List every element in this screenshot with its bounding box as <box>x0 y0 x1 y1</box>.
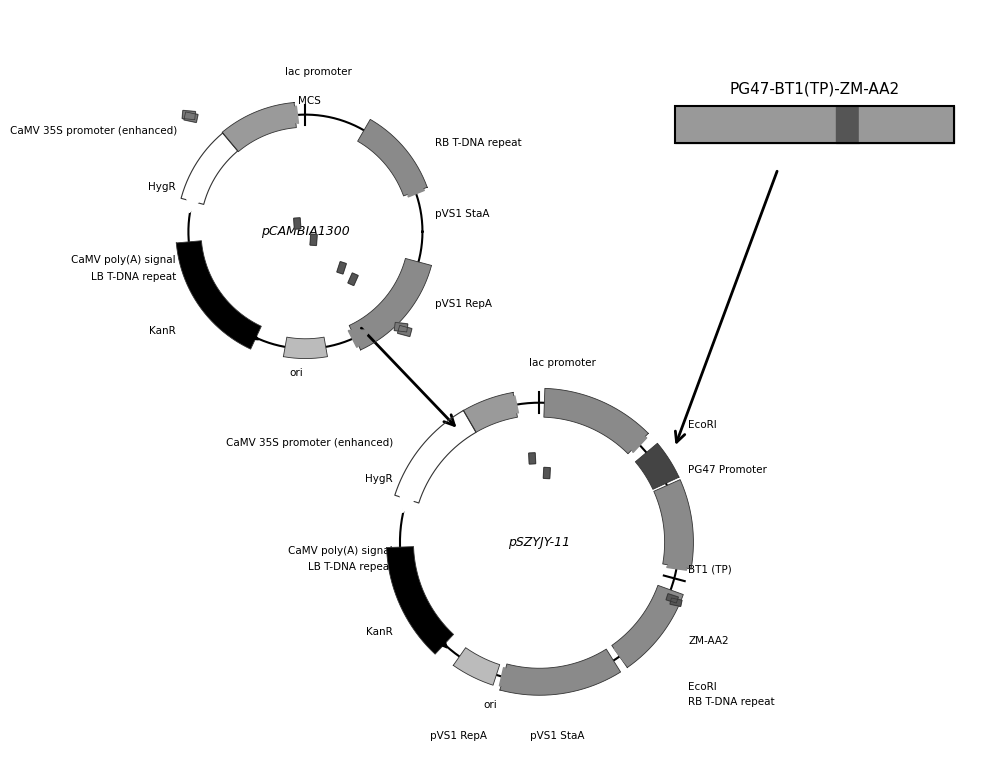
Text: CaMV poly(A) signal: CaMV poly(A) signal <box>288 546 393 556</box>
Polygon shape <box>408 176 424 197</box>
Polygon shape <box>358 119 427 196</box>
Text: CaMV poly(A) signal: CaMV poly(A) signal <box>71 256 176 266</box>
Polygon shape <box>337 262 346 274</box>
Polygon shape <box>348 273 358 285</box>
Polygon shape <box>453 648 500 685</box>
Polygon shape <box>283 337 327 359</box>
Polygon shape <box>222 102 296 152</box>
Polygon shape <box>670 598 682 607</box>
Polygon shape <box>349 259 432 350</box>
Polygon shape <box>279 106 298 124</box>
Polygon shape <box>184 112 198 122</box>
Text: CaMV 35S promoter (enhanced): CaMV 35S promoter (enhanced) <box>10 126 178 136</box>
Polygon shape <box>654 480 693 569</box>
Text: pVS1 StaA: pVS1 StaA <box>530 731 585 742</box>
Text: pSZYJY-11: pSZYJY-11 <box>508 536 571 549</box>
Polygon shape <box>500 649 621 695</box>
Polygon shape <box>635 443 679 489</box>
Polygon shape <box>398 325 412 336</box>
Text: lac promoter: lac promoter <box>529 359 595 369</box>
Bar <box>675 105 836 143</box>
Polygon shape <box>236 321 259 340</box>
Polygon shape <box>498 396 518 413</box>
Bar <box>836 105 859 143</box>
Text: HygR: HygR <box>148 182 176 192</box>
Text: LB T-DNA repeat: LB T-DNA repeat <box>91 272 176 282</box>
Text: pVS1 StaA: pVS1 StaA <box>435 208 490 219</box>
Text: PG47 Promoter: PG47 Promoter <box>688 465 767 475</box>
Text: MCS: MCS <box>298 95 321 105</box>
Text: CaMV 35S promoter (enhanced): CaMV 35S promoter (enhanced) <box>226 438 393 448</box>
Polygon shape <box>624 430 647 452</box>
Polygon shape <box>310 234 317 246</box>
Text: pCAMBIA1300: pCAMBIA1300 <box>261 225 350 238</box>
Bar <box>859 105 954 143</box>
Polygon shape <box>294 218 301 229</box>
Polygon shape <box>182 111 195 120</box>
Text: RB T-DNA repeat: RB T-DNA repeat <box>435 138 522 149</box>
Polygon shape <box>181 133 238 204</box>
Polygon shape <box>400 494 416 513</box>
Polygon shape <box>394 323 408 332</box>
Text: KanR: KanR <box>149 326 176 336</box>
Text: KanR: KanR <box>366 627 393 637</box>
Polygon shape <box>667 547 687 570</box>
Polygon shape <box>614 644 636 664</box>
Text: ori: ori <box>483 700 497 710</box>
Text: EcoRI: EcoRI <box>688 420 717 430</box>
Polygon shape <box>176 241 261 349</box>
Text: HygR: HygR <box>365 475 393 485</box>
Text: BT1 (TP): BT1 (TP) <box>688 564 732 575</box>
Text: PG47-BT1(TP)-ZM-AA2: PG47-BT1(TP)-ZM-AA2 <box>729 82 899 97</box>
Text: lac promoter: lac promoter <box>285 67 352 77</box>
Polygon shape <box>499 668 521 686</box>
Text: LB T-DNA repeat: LB T-DNA repeat <box>308 562 393 572</box>
Polygon shape <box>463 392 517 433</box>
Polygon shape <box>544 388 648 454</box>
Bar <box>675 105 954 143</box>
Bar <box>675 105 954 143</box>
Text: pVS1 RepA: pVS1 RepA <box>435 298 492 309</box>
Polygon shape <box>666 594 678 603</box>
Polygon shape <box>186 194 202 213</box>
Text: ori: ori <box>290 369 303 378</box>
Polygon shape <box>612 585 683 668</box>
Polygon shape <box>395 410 476 503</box>
Polygon shape <box>425 625 447 648</box>
Text: pVS1 RepA: pVS1 RepA <box>430 731 487 742</box>
Text: ZM-AA2: ZM-AA2 <box>688 636 729 646</box>
Polygon shape <box>543 468 550 478</box>
Polygon shape <box>348 330 371 347</box>
Polygon shape <box>529 453 536 464</box>
Text: RB T-DNA repeat: RB T-DNA repeat <box>688 697 775 707</box>
Polygon shape <box>387 546 454 654</box>
Text: EcoRI: EcoRI <box>688 682 717 692</box>
